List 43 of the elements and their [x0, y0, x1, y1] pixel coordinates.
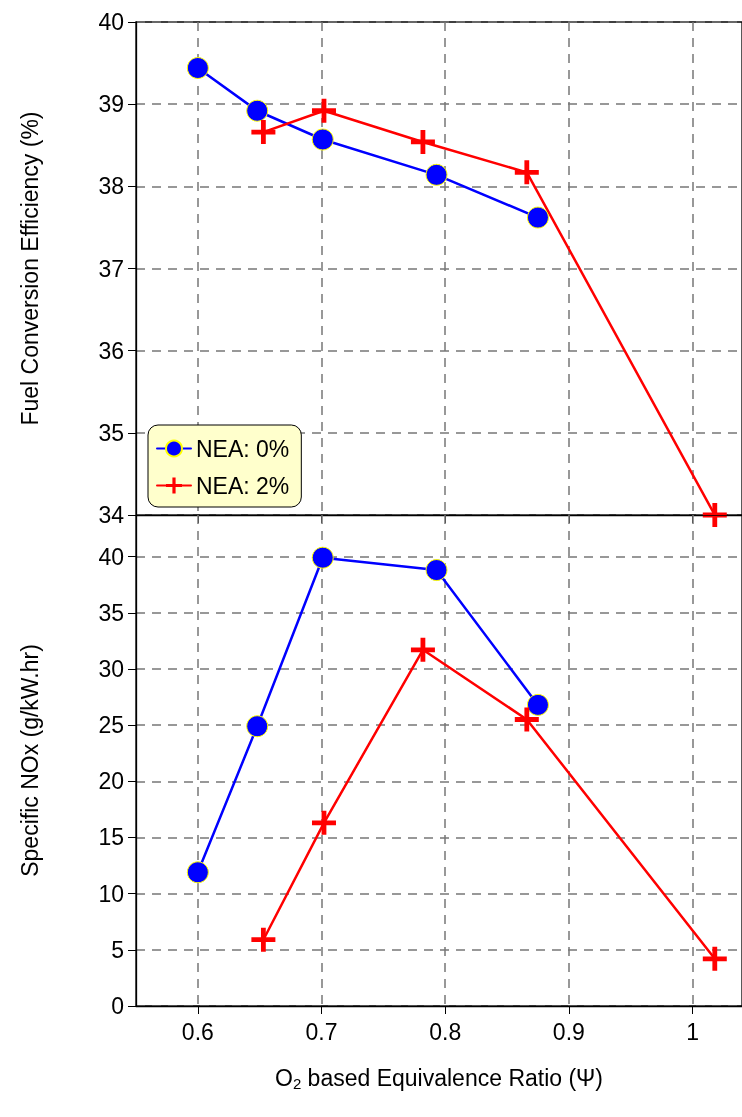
legend-label: NEA: 2% [196, 472, 290, 499]
point [246, 99, 269, 122]
y-tick-label: 15 [98, 824, 124, 851]
point [425, 559, 448, 582]
y-tick-label: 36 [98, 337, 124, 364]
point [526, 693, 549, 716]
point [246, 715, 269, 738]
point [311, 810, 336, 835]
y-tick-label: 35 [98, 419, 124, 446]
y-axis-title: Fuel Conversion Efficiency (%) [16, 111, 43, 426]
point [311, 128, 334, 151]
y-tick-label: 37 [98, 255, 124, 282]
point [514, 707, 539, 732]
point [251, 927, 276, 952]
point [702, 946, 727, 971]
y-tick-label: 39 [98, 91, 124, 118]
x-tick-label: 1 [686, 1018, 699, 1045]
point [311, 546, 334, 569]
x-tick-label: 0.9 [552, 1018, 585, 1045]
x-tick-label: 0.7 [305, 1018, 338, 1045]
y-tick-label: 10 [98, 880, 124, 907]
y-tick-label: 34 [98, 502, 125, 528]
y-tick-label: 0 [111, 993, 124, 1019]
point [251, 120, 276, 145]
y-tick-label: 35 [98, 599, 124, 626]
point [410, 637, 435, 662]
x-tick-label: 0.6 [181, 1018, 214, 1045]
y-axis-title: Specific NOx (g/kW.hr) [16, 644, 43, 877]
point [311, 98, 336, 123]
y-tick-label: 40 [98, 9, 124, 35]
y-tick-label: 30 [98, 655, 124, 682]
legend-label: NEA: 0% [196, 435, 290, 462]
point [186, 57, 209, 80]
y-tick-label: 25 [98, 712, 124, 739]
point [514, 160, 539, 185]
y-tick-label: 20 [98, 768, 124, 795]
point [425, 163, 448, 186]
point [186, 861, 209, 884]
x-tick-label: 0.8 [429, 1018, 462, 1045]
point [526, 206, 549, 229]
y-tick-label: 5 [111, 936, 124, 963]
y-tick-label: 38 [98, 173, 124, 200]
y-tick-label: 40 [98, 543, 124, 570]
